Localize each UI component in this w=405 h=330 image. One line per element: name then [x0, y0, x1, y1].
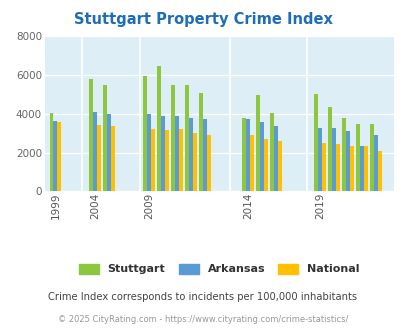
Bar	[241, 118, 245, 191]
Bar	[171, 85, 175, 191]
Bar	[341, 118, 345, 191]
Bar	[57, 122, 61, 191]
Bar	[179, 129, 183, 191]
Bar	[203, 119, 207, 191]
Bar	[359, 146, 363, 191]
Bar	[107, 114, 111, 191]
Bar	[207, 135, 211, 191]
Bar	[165, 130, 168, 191]
Bar	[345, 131, 349, 191]
Text: Stuttgart Property Crime Index: Stuttgart Property Crime Index	[73, 12, 332, 26]
Text: © 2025 CityRating.com - https://www.cityrating.com/crime-statistics/: © 2025 CityRating.com - https://www.city…	[58, 315, 347, 324]
Bar	[273, 126, 277, 191]
Bar	[185, 85, 189, 191]
Bar	[147, 114, 151, 191]
Bar	[369, 123, 373, 191]
Bar	[245, 119, 249, 191]
Bar	[175, 116, 179, 191]
Bar	[277, 141, 281, 191]
Bar	[377, 151, 381, 191]
Bar	[355, 123, 359, 191]
Bar	[256, 95, 260, 191]
Bar	[321, 143, 325, 191]
Bar	[53, 121, 57, 191]
Bar	[260, 122, 263, 191]
Bar	[331, 128, 335, 191]
Bar	[103, 85, 107, 191]
Bar	[89, 79, 93, 191]
Bar	[151, 129, 155, 191]
Bar	[161, 116, 165, 191]
Bar	[97, 124, 101, 191]
Bar	[335, 144, 339, 191]
Bar	[49, 113, 53, 191]
Bar	[193, 133, 196, 191]
Bar	[327, 107, 331, 191]
Bar	[111, 126, 115, 191]
Bar	[143, 76, 147, 191]
Bar	[249, 135, 254, 191]
Bar	[313, 94, 317, 191]
Bar	[199, 92, 203, 191]
Bar	[317, 128, 321, 191]
Bar	[93, 112, 97, 191]
Bar	[269, 113, 273, 191]
Bar	[349, 146, 353, 191]
Bar	[157, 66, 161, 191]
Legend: Stuttgart, Arkansas, National: Stuttgart, Arkansas, National	[74, 259, 363, 279]
Bar	[189, 118, 193, 191]
Bar	[373, 135, 377, 191]
Bar	[363, 146, 367, 191]
Text: Crime Index corresponds to incidents per 100,000 inhabitants: Crime Index corresponds to incidents per…	[48, 292, 357, 302]
Bar	[263, 139, 267, 191]
